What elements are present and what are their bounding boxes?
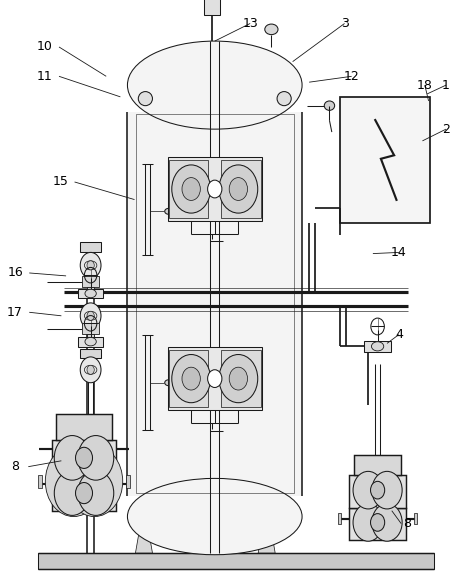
Bar	[168, 347, 262, 410]
Circle shape	[208, 370, 222, 387]
Circle shape	[76, 483, 93, 504]
Bar	[338, 513, 341, 524]
Circle shape	[54, 436, 90, 480]
Bar	[56, 414, 112, 440]
Circle shape	[87, 365, 94, 375]
Circle shape	[219, 355, 258, 403]
Circle shape	[80, 303, 101, 329]
Text: 3: 3	[341, 17, 348, 30]
Bar	[87, 334, 94, 342]
Text: 10: 10	[37, 41, 53, 53]
Circle shape	[371, 514, 385, 531]
Bar	[78, 337, 103, 346]
Bar	[364, 341, 391, 352]
Ellipse shape	[127, 478, 302, 555]
Circle shape	[229, 178, 247, 200]
Circle shape	[219, 165, 258, 213]
Polygon shape	[197, 531, 214, 553]
Circle shape	[353, 471, 383, 509]
Circle shape	[76, 447, 93, 468]
Circle shape	[80, 357, 101, 383]
Bar	[414, 513, 417, 524]
Text: 12: 12	[344, 70, 360, 83]
Polygon shape	[258, 531, 275, 553]
Circle shape	[371, 481, 385, 499]
Bar	[52, 475, 116, 511]
Ellipse shape	[138, 92, 152, 106]
Circle shape	[229, 367, 247, 390]
Text: 1: 1	[442, 79, 450, 92]
Bar	[221, 350, 261, 407]
Bar	[78, 289, 103, 298]
Bar	[80, 349, 101, 358]
Ellipse shape	[371, 342, 384, 351]
Circle shape	[80, 252, 101, 278]
Bar	[87, 287, 94, 295]
Bar	[127, 112, 302, 496]
Bar	[52, 440, 116, 475]
Circle shape	[208, 180, 222, 198]
Text: 11: 11	[37, 70, 53, 83]
Text: 14: 14	[391, 246, 407, 259]
Circle shape	[54, 471, 90, 515]
Ellipse shape	[324, 101, 335, 110]
Bar	[169, 350, 208, 407]
Bar	[136, 114, 294, 493]
Ellipse shape	[165, 208, 172, 214]
Bar	[204, 0, 220, 15]
Ellipse shape	[277, 92, 291, 106]
Circle shape	[372, 471, 402, 509]
Bar	[349, 508, 406, 540]
Text: 15: 15	[52, 176, 68, 188]
Circle shape	[87, 311, 94, 321]
Circle shape	[78, 471, 114, 515]
Circle shape	[78, 436, 114, 480]
Polygon shape	[135, 531, 152, 553]
Bar	[349, 475, 406, 508]
Ellipse shape	[165, 380, 172, 386]
Bar	[82, 323, 99, 334]
Text: 17: 17	[7, 306, 23, 319]
Bar	[340, 97, 430, 223]
Circle shape	[353, 504, 383, 541]
Text: 18: 18	[417, 79, 433, 92]
Circle shape	[172, 355, 211, 403]
Text: 4: 4	[395, 328, 403, 341]
Text: 13: 13	[242, 17, 258, 30]
Bar	[38, 553, 434, 569]
Bar	[82, 276, 99, 287]
Circle shape	[87, 261, 94, 270]
Ellipse shape	[265, 24, 278, 35]
Text: 2: 2	[442, 123, 450, 136]
Text: 8: 8	[403, 517, 411, 530]
Bar	[126, 475, 130, 488]
Circle shape	[66, 446, 123, 517]
Circle shape	[172, 165, 211, 213]
Text: 16: 16	[7, 266, 23, 279]
Text: 8: 8	[11, 460, 19, 473]
Bar	[80, 242, 101, 252]
Circle shape	[372, 504, 402, 541]
Ellipse shape	[85, 289, 96, 298]
Bar	[169, 160, 208, 218]
Circle shape	[182, 367, 200, 390]
Bar	[221, 160, 261, 218]
Circle shape	[182, 178, 200, 200]
Bar	[168, 157, 262, 221]
Bar	[354, 455, 401, 475]
Bar	[38, 475, 42, 488]
Ellipse shape	[127, 41, 302, 129]
Ellipse shape	[85, 338, 96, 346]
Circle shape	[45, 446, 102, 517]
